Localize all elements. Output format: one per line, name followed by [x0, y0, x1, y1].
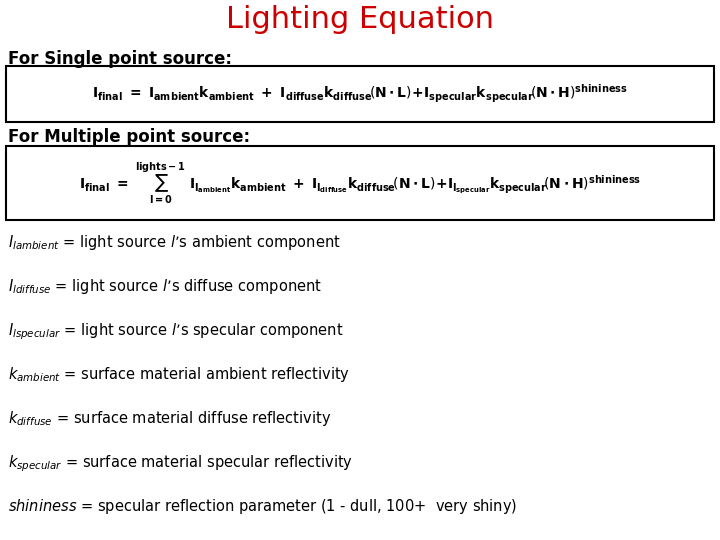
Bar: [6, 146, 714, 220]
Text: $I_{lspecular}$ = light source $\mathit{l}$’s specular component: $I_{lspecular}$ = light source $\mathit{…: [8, 321, 343, 342]
Text: $shininess$ = specular reflection parameter (1 - dull, 100+  very shiny): $shininess$ = specular reflection parame…: [8, 497, 517, 516]
Text: $I_{ldiffuse}$ = light source $\mathit{l}$’s diffuse component: $I_{ldiffuse}$ = light source $\mathit{l…: [8, 277, 322, 296]
Text: $k_{ambient}$ = surface material ambient reflectivity: $k_{ambient}$ = surface material ambient…: [8, 365, 350, 384]
Text: $I_{lambient}$ = light source $\mathit{l}$’s ambient component: $I_{lambient}$ = light source $\mathit{l…: [8, 233, 341, 252]
Text: $k_{diffuse}$ = surface material diffuse reflectivity: $k_{diffuse}$ = surface material diffuse…: [8, 409, 331, 428]
Text: For Multiple point source:: For Multiple point source:: [8, 128, 250, 146]
Text: $\mathbf{I_{final}\ =\ \sum_{l=0}^{lights-1}\ I_{l_{ambient}}k_{ambient}\ +\ I_{: $\mathbf{I_{final}\ =\ \sum_{l=0}^{light…: [79, 160, 641, 206]
Text: $k_{specular}$ = surface material specular reflectivity: $k_{specular}$ = surface material specul…: [8, 453, 353, 474]
Bar: [6, 66, 714, 122]
Text: Lighting Equation: Lighting Equation: [226, 5, 494, 34]
Text: For Single point source:: For Single point source:: [8, 50, 232, 68]
Text: $\mathbf{I_{final}\ =\ I_{ambient}k_{ambient}\ +\ I_{diffuse}k_{diffuse}\!\left(: $\mathbf{I_{final}\ =\ I_{ambient}k_{amb…: [92, 83, 628, 105]
